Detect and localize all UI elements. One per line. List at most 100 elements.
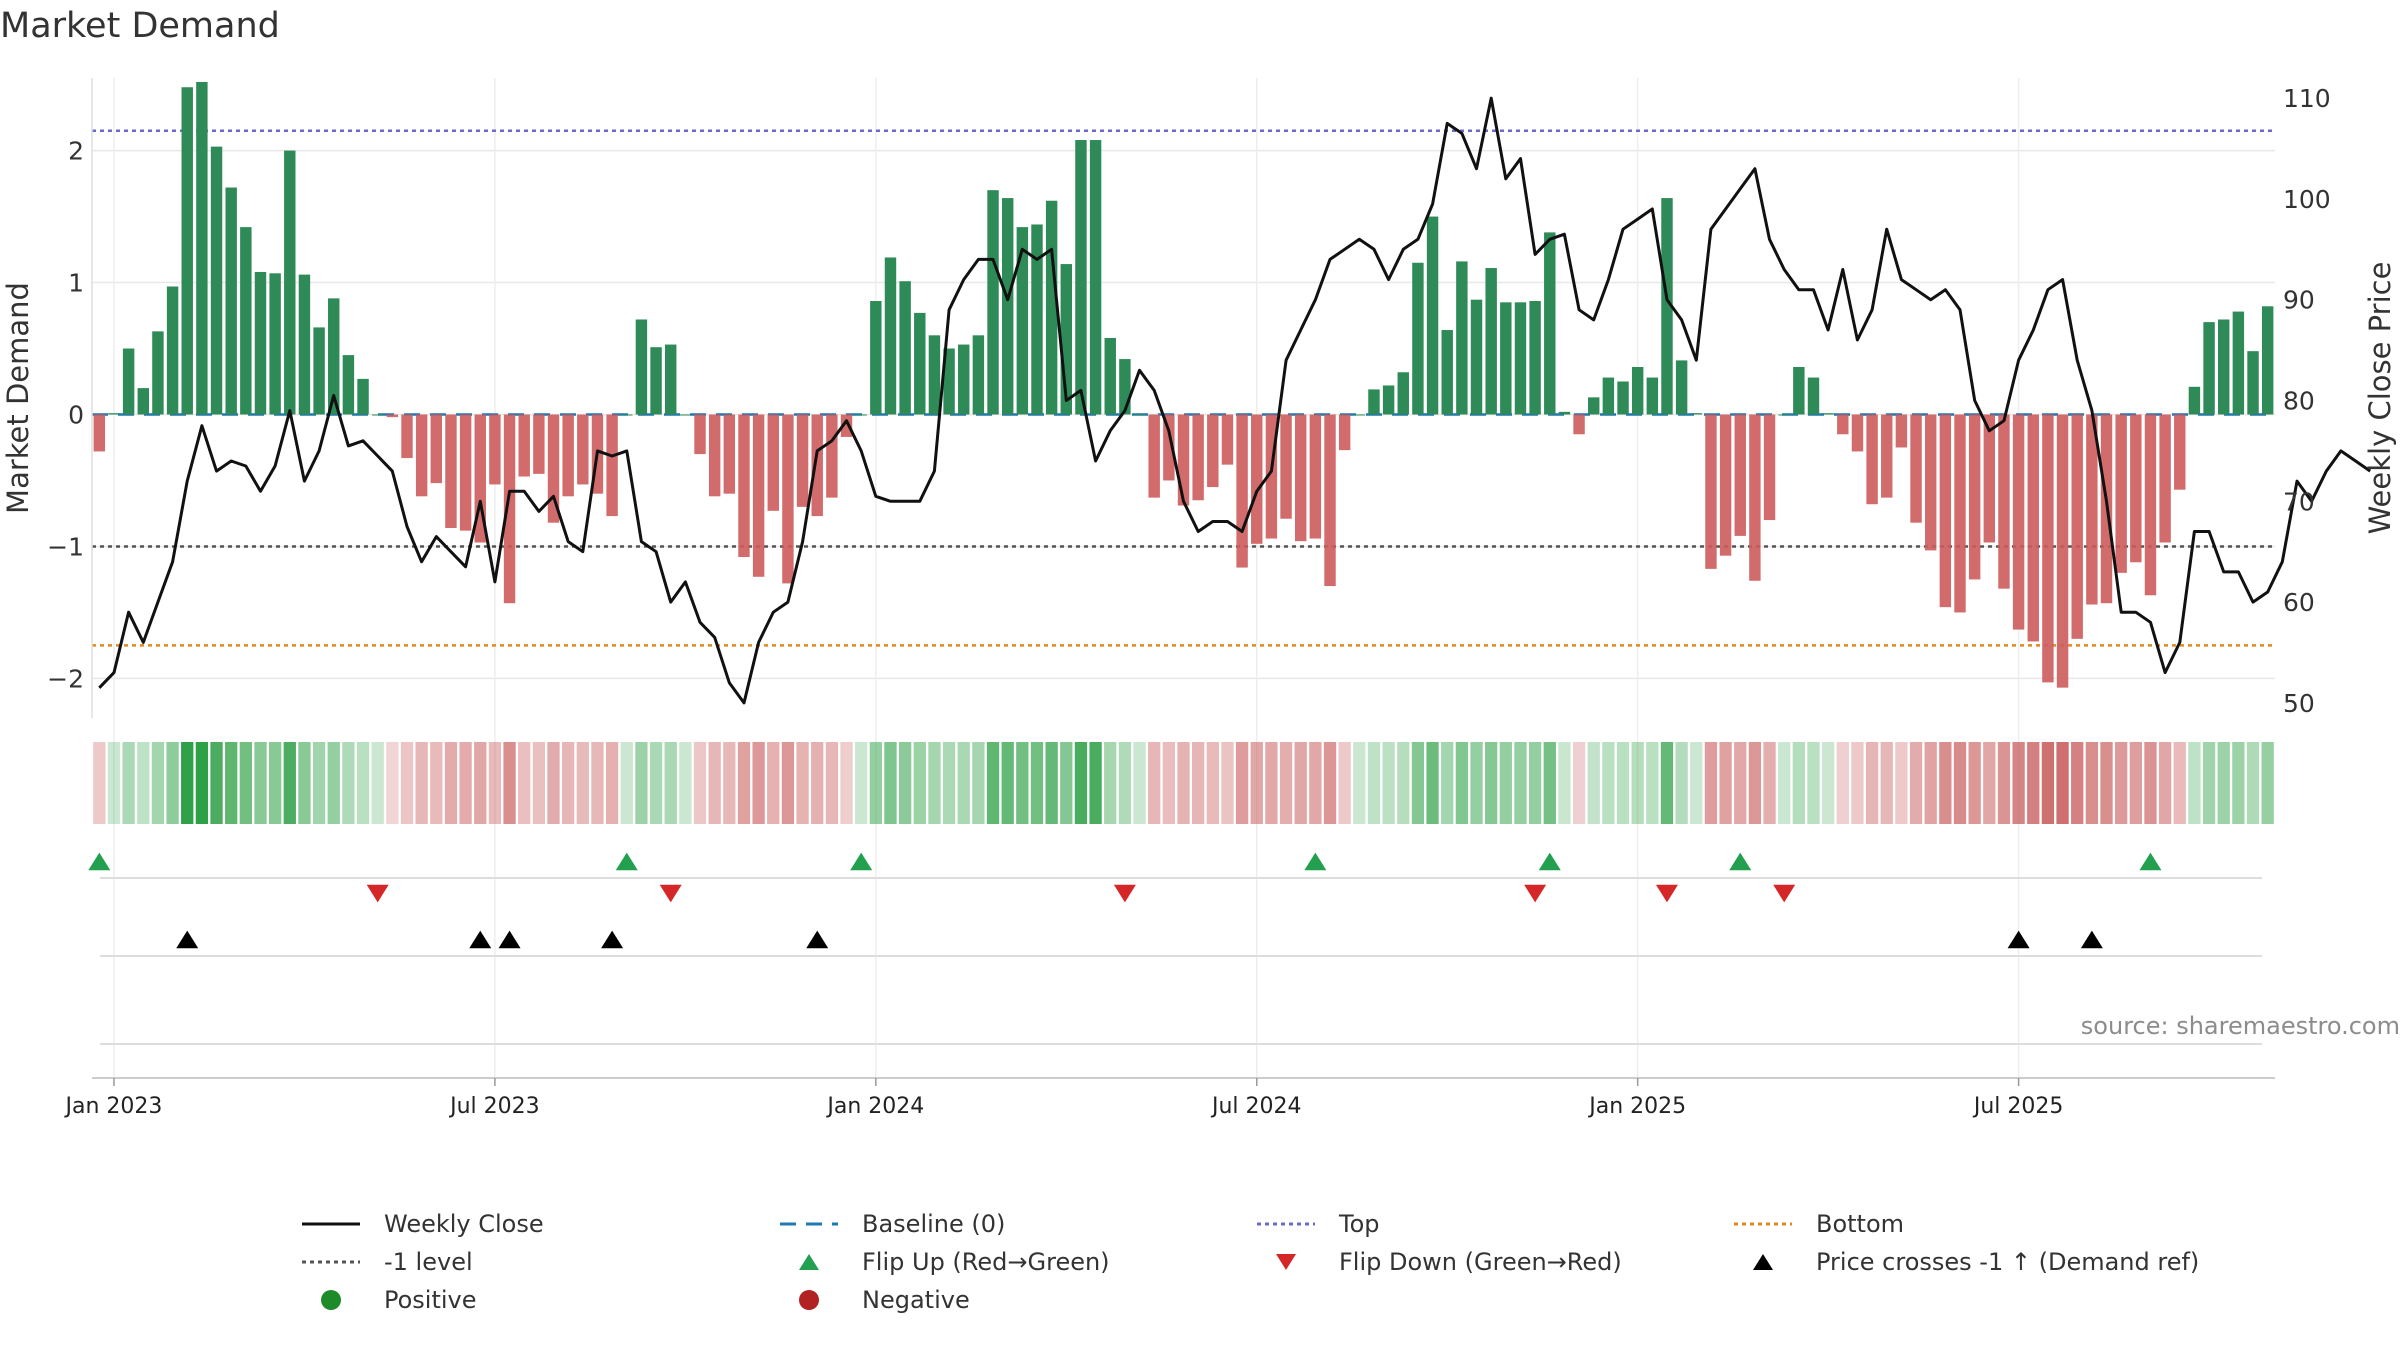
heat-cell xyxy=(2027,742,2040,824)
heat-cell xyxy=(1206,742,1219,824)
heat-cell xyxy=(1646,742,1659,824)
heat-cell xyxy=(195,742,209,824)
heat-cell xyxy=(1939,742,1952,824)
heat-cell xyxy=(649,742,663,824)
x-tick-label: Jul 2024 xyxy=(1210,1094,1302,1119)
flip-down-marker xyxy=(659,884,682,903)
heat-cell xyxy=(1748,742,1762,824)
demand-bar xyxy=(386,414,399,418)
demand-bar xyxy=(1983,414,1996,543)
demand-bar xyxy=(2203,322,2215,415)
legend-label: Baseline (0) xyxy=(862,1210,1006,1238)
legend-marker-icon xyxy=(321,1290,341,1310)
heat-cell xyxy=(210,742,223,824)
heat-cell xyxy=(1148,742,1161,824)
demand-bar xyxy=(1075,140,1087,415)
demand-bar xyxy=(1617,381,1629,415)
legend-marker-icon xyxy=(1257,1222,1315,1226)
heat-cell xyxy=(635,742,648,824)
axes: −2 −1 0 1 2 50 60 70 80 90 100 110 Market Demand Week… xyxy=(1,78,2397,718)
demand-bar xyxy=(1968,414,1981,580)
legend-marker-icon xyxy=(1753,1254,1773,1270)
demand-bar xyxy=(254,271,267,415)
heat-cell xyxy=(283,742,296,824)
heat-cell xyxy=(605,742,619,824)
legend-item-weekly-close: Weekly Close xyxy=(300,1210,544,1238)
y2-tick-label: 100 xyxy=(2283,185,2331,214)
heat-cell xyxy=(107,742,121,824)
demand-bar xyxy=(503,414,516,604)
demand-bar xyxy=(972,335,985,415)
demand-bar xyxy=(635,319,648,415)
heat-cell xyxy=(591,742,604,824)
y-tick-label: 0 xyxy=(68,400,84,429)
demand-bar xyxy=(1778,414,1790,416)
heat-cell xyxy=(693,742,707,824)
demand-bar xyxy=(1500,302,1512,415)
flip-up-marker xyxy=(88,852,111,871)
heat-cell xyxy=(400,742,414,824)
source-credit: source: sharemaestro.com xyxy=(2080,1012,2400,1040)
demand-bar xyxy=(811,414,823,517)
heat-cell xyxy=(576,742,589,824)
heat-cell xyxy=(869,742,882,824)
price-cross-marker xyxy=(498,930,521,949)
heat-cell xyxy=(1162,742,1176,824)
x-tick-label: Jul 2025 xyxy=(1972,1094,2064,1119)
heat-cell xyxy=(1089,742,1102,824)
demand-bar xyxy=(2159,414,2171,543)
heat-cell xyxy=(1528,742,1542,824)
price-cross-marker xyxy=(176,930,199,949)
demand-bar xyxy=(2232,311,2245,415)
demand-bar xyxy=(1514,302,1527,415)
market-demand-chart: −2 −1 0 1 2 50 60 70 80 90 100 110 Market Demand Week… xyxy=(1,78,2397,1119)
legend-item-baseline: Baseline (0) xyxy=(778,1210,1005,1238)
heat-cell xyxy=(1250,742,1263,824)
heat-strip xyxy=(93,742,2274,824)
legend-item-flip-up: Flip Up (Red→Green) xyxy=(778,1248,1110,1276)
heat-cell xyxy=(1690,742,1703,824)
demand-bar xyxy=(328,298,340,415)
heat-cell xyxy=(1821,742,1835,824)
heat-cell xyxy=(620,742,633,824)
demand-bar xyxy=(1837,414,1849,435)
demand-bar xyxy=(1924,414,1937,551)
demand-bar xyxy=(1910,414,1922,523)
demand-bar xyxy=(606,414,618,517)
heat-cell xyxy=(1572,742,1586,824)
demand-bar xyxy=(1866,414,1878,505)
demand-bar xyxy=(474,414,486,543)
legend-marker-icon xyxy=(780,1222,838,1226)
heat-cell xyxy=(2173,742,2186,824)
demand-bar xyxy=(621,414,633,416)
heat-cell xyxy=(1836,742,1849,824)
demand-bar xyxy=(1558,411,1571,415)
demand-bar xyxy=(357,378,369,415)
demand-bar xyxy=(1192,414,1204,501)
heat-cell xyxy=(1397,742,1410,824)
heat-cell xyxy=(679,742,692,824)
heat-cell xyxy=(2041,742,2055,824)
demand-bar xyxy=(1470,299,1483,415)
heat-cell xyxy=(2188,742,2201,824)
legend-item-minus-one: -1 level xyxy=(300,1248,473,1276)
demand-bar xyxy=(2247,351,2259,415)
heat-cell xyxy=(1778,742,1791,824)
demand-bar xyxy=(1456,261,1468,415)
heat-cell xyxy=(254,742,267,824)
heat-cell xyxy=(2158,742,2172,824)
demand-bar xyxy=(1309,414,1322,539)
heat-cell xyxy=(562,742,575,824)
heat-cell xyxy=(752,742,765,824)
heat-cell xyxy=(2100,742,2113,824)
heat-cell xyxy=(1470,742,1483,824)
heat-cell xyxy=(122,742,135,824)
heat-cell xyxy=(1294,742,1307,824)
heat-cell xyxy=(137,742,150,824)
demand-bar xyxy=(2012,414,2025,630)
flip-up-marker xyxy=(850,852,873,871)
y-axis-title: Market Demand xyxy=(1,282,35,514)
heat-cell xyxy=(840,742,853,824)
y2-tick-label: 90 xyxy=(2283,286,2315,315)
flip-up-marker xyxy=(1538,852,1561,871)
